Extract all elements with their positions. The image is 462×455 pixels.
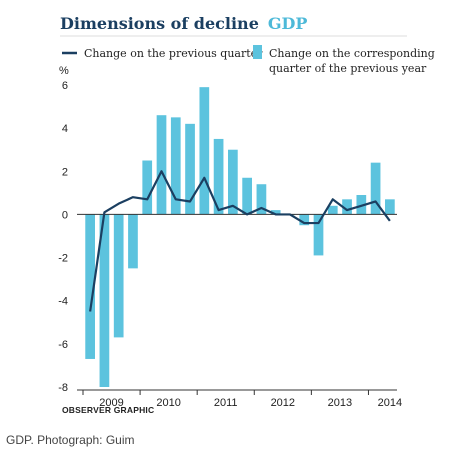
bar: [385, 199, 395, 215]
legend: Change on the previous quarter Change on…: [62, 45, 435, 75]
legend-bar-swatch: [253, 45, 262, 59]
y-tick-label: 2: [62, 166, 68, 178]
y-tick-label: 0: [62, 209, 68, 221]
legend-bar-label-line1: Change on the corresponding: [269, 47, 435, 60]
x-tick-label: 2010: [156, 397, 180, 409]
bar: [370, 162, 381, 215]
bar: [142, 160, 153, 215]
bar: [327, 205, 338, 215]
bar: [213, 138, 224, 215]
chart-title-accent: GDP: [268, 14, 308, 33]
bar: [242, 177, 252, 215]
y-tick-label: 4: [62, 123, 68, 135]
x-tick-label: 2014: [378, 397, 402, 409]
x-tick-label: 2011: [214, 397, 238, 409]
bar: [228, 149, 238, 215]
bar: [342, 199, 352, 215]
bar: [299, 214, 310, 226]
y-tick-label: -4: [58, 296, 68, 308]
y-axis-unit: %: [59, 65, 69, 77]
photo-caption: GDP. Photograph: Guim: [6, 433, 135, 447]
bar: [270, 210, 281, 215]
bar: [85, 214, 95, 359]
bar: [199, 87, 210, 215]
bar: [113, 214, 124, 338]
line-series: [89, 170, 391, 312]
y-tick-label: -2: [58, 253, 68, 265]
source-label: OBSERVER GRAPHIC: [62, 405, 154, 415]
x-tick-label: 2013: [328, 397, 352, 409]
bar: [128, 214, 138, 269]
bar: [256, 184, 267, 215]
x-tick-label: 2012: [271, 397, 295, 409]
y-tick-label: -6: [58, 339, 68, 351]
bar: [185, 123, 195, 215]
bar: [313, 214, 324, 256]
bar: [99, 214, 110, 387]
y-tick-label: -8: [58, 382, 68, 394]
legend-line-label: Change on the previous quarter: [84, 47, 263, 60]
bar-series: [85, 87, 395, 387]
x-axis: 2009 2010 2011 2012 2013 2014: [77, 389, 402, 409]
chart-title: Dimensions of decline GDP: [60, 14, 307, 33]
quarterly-change-line: [89, 170, 391, 312]
y-axis-ticks: 6 4 2 0 -2 -4 -6 -8: [58, 80, 68, 394]
chart-title-main: Dimensions of decline: [60, 14, 259, 33]
bar: [156, 115, 167, 215]
y-tick-label: 6: [62, 80, 68, 92]
x-tick-label: 2009: [99, 397, 123, 409]
legend-bar-label-line2: quarter of the previous year: [269, 62, 427, 75]
bar: [170, 117, 181, 215]
